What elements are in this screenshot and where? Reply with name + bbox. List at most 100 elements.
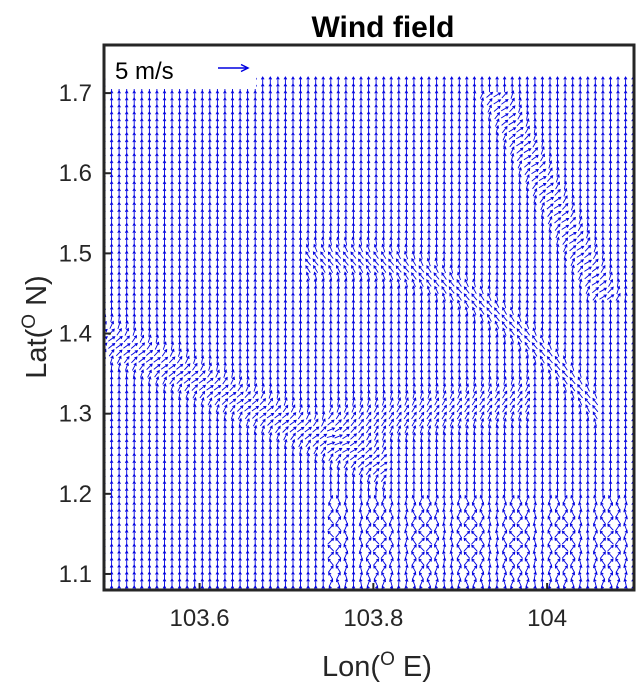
- wind-vector: [593, 355, 598, 364]
- wind-vector: [510, 257, 514, 267]
- wind-vector: [426, 279, 432, 287]
- wind-vector: [480, 145, 484, 155]
- wind-vector: [313, 222, 318, 232]
- wind-vector: [344, 215, 348, 225]
- wind-vector: [140, 250, 144, 260]
- wind-vector: [117, 320, 122, 330]
- wind-vector: [357, 447, 366, 454]
- wind-vector: [343, 404, 349, 413]
- wind-vector: [297, 411, 304, 420]
- wind-vector: [472, 466, 477, 476]
- wind-vector: [117, 201, 121, 211]
- wind-vector: [200, 550, 205, 560]
- wind-vector: [140, 229, 144, 239]
- wind-vector: [365, 418, 372, 427]
- wind-vector: [117, 292, 121, 302]
- wind-vector: [517, 341, 522, 350]
- wind-vector: [517, 487, 522, 497]
- wind-vector: [335, 516, 342, 524]
- wind-vector: [109, 473, 114, 483]
- wind-vector: [223, 236, 227, 246]
- wind-vector: [555, 571, 560, 580]
- wind-vector: [147, 229, 152, 239]
- wind-vector: [329, 166, 333, 176]
- wind-vector: [578, 445, 582, 455]
- wind-vector: [366, 138, 371, 148]
- wind-vector: [170, 90, 174, 99]
- wind-vector: [538, 168, 547, 175]
- wind-vector: [200, 278, 205, 288]
- wind-vector: [382, 382, 386, 392]
- wind-vector: [456, 571, 462, 580]
- wind-vector: [124, 494, 129, 504]
- wind-vector: [472, 83, 477, 92]
- wind-vector: [291, 571, 295, 581]
- wind-vector: [404, 480, 409, 490]
- wind-vector: [373, 565, 379, 573]
- wind-vector: [593, 480, 598, 490]
- wind-vector: [321, 529, 325, 539]
- wind-vector: [419, 159, 424, 169]
- wind-vector: [344, 159, 348, 169]
- wind-vector: [162, 111, 167, 120]
- wind-vector: [238, 187, 242, 197]
- wind-vector: [472, 445, 477, 455]
- wind-vector: [571, 187, 575, 197]
- wind-vector: [586, 445, 590, 455]
- wind-vector: [518, 194, 522, 204]
- wind-vector: [223, 494, 227, 504]
- wind-vector: [397, 187, 401, 197]
- wind-vector: [555, 104, 560, 113]
- wind-vector: [192, 362, 198, 371]
- wind-vector: [532, 181, 538, 190]
- wind-vector: [297, 419, 305, 426]
- wind-vector: [389, 278, 393, 288]
- wind-vector: [170, 564, 174, 574]
- wind-vector: [230, 145, 235, 155]
- wind-vector: [570, 138, 575, 148]
- wind-vector: [328, 243, 333, 253]
- wind-vector: [404, 459, 409, 469]
- wind-vector: [192, 271, 197, 281]
- wind-vector: [185, 445, 189, 455]
- wind-vector: [334, 434, 343, 439]
- wind-vector: [192, 445, 197, 455]
- wind-vector: [351, 362, 356, 371]
- wind-vector: [487, 348, 492, 357]
- wind-vector: [283, 222, 288, 232]
- wind-vector: [117, 299, 121, 309]
- wind-vector: [344, 564, 349, 573]
- wind-vector: [502, 522, 507, 531]
- wind-vector: [155, 243, 159, 253]
- wind-vector: [351, 152, 356, 162]
- wind-vector: [215, 578, 220, 587]
- wind-vector: [593, 417, 597, 427]
- wind-vector: [162, 278, 167, 288]
- wind-vector: [230, 431, 235, 441]
- wind-vector: [396, 250, 401, 260]
- wind-vector: [592, 293, 599, 301]
- wind-vector: [170, 571, 174, 581]
- wind-vector: [570, 564, 575, 573]
- wind-vector: [253, 529, 257, 539]
- wind-vector: [140, 124, 144, 134]
- wind-vector: [336, 124, 341, 134]
- wind-vector: [381, 438, 386, 448]
- wind-vector: [192, 152, 197, 162]
- wind-vector: [268, 173, 273, 183]
- wind-vector: [238, 306, 242, 316]
- wind-vector: [540, 215, 545, 225]
- wind-vector: [366, 571, 371, 580]
- wind-vector: [389, 425, 394, 434]
- wind-vector: [321, 208, 325, 218]
- wind-vector: [124, 292, 129, 302]
- wind-vector: [162, 257, 167, 267]
- wind-vector: [170, 452, 174, 462]
- wind-vector: [185, 480, 189, 490]
- wind-vector: [155, 104, 159, 113]
- wind-vector: [245, 445, 250, 455]
- wind-vector: [533, 543, 538, 553]
- wind-vector: [586, 159, 590, 169]
- wind-vector: [555, 396, 560, 406]
- wind-vector: [358, 494, 363, 504]
